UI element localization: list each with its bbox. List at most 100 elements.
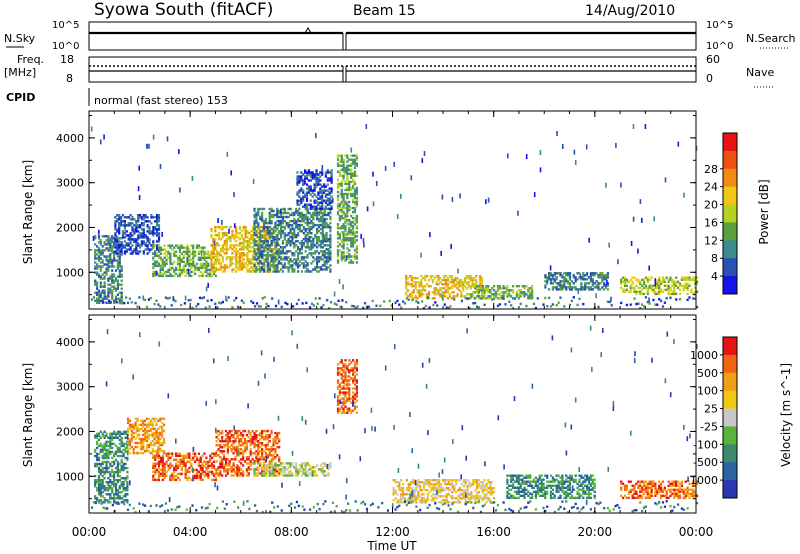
scatter-cell: [281, 264, 284, 267]
scatter-cell: [348, 180, 351, 184]
scatter-cell: [682, 288, 685, 291]
scatter-cell: [261, 434, 264, 437]
ground-cell: [263, 296, 266, 299]
scatter-cell: [212, 244, 215, 247]
scatter-cell: [223, 270, 226, 273]
scatter-cell: [154, 478, 157, 482]
scatter-cell: [262, 270, 266, 273]
ground-cell: [164, 296, 168, 299]
sparse-echo: [429, 232, 431, 238]
scatter-cell: [94, 279, 97, 282]
scatter-cell: [305, 191, 309, 194]
scatter-cell: [298, 260, 302, 263]
scatter-cell: [327, 254, 330, 257]
sparse-echo: [360, 233, 362, 239]
ground-cell: [145, 305, 149, 309]
scatter-cell: [238, 244, 242, 247]
scatter-cell: [101, 235, 104, 238]
scatter-cell: [293, 246, 296, 249]
scatter-cell: [261, 262, 264, 265]
scatter-cell: [463, 285, 467, 288]
sparse-echo: [228, 228, 230, 234]
scatter-cell: [125, 244, 128, 247]
scatter-cell: [264, 454, 267, 457]
ground-cell: [364, 302, 367, 305]
scatter-cell: [344, 229, 347, 232]
scatter-cell: [163, 429, 166, 433]
scatter-cell: [265, 248, 268, 251]
scatter-cell: [330, 189, 333, 192]
scatter-cell: [212, 256, 215, 259]
scatter-cell: [118, 275, 121, 278]
scatter-cell: [317, 256, 321, 259]
scatter-cell: [107, 485, 110, 488]
scatter-cell: [182, 256, 185, 259]
scatter-cell: [456, 281, 459, 284]
scatter-cell: [295, 207, 298, 211]
ground-cell: [576, 303, 579, 307]
scatter-cell: [521, 293, 524, 296]
scatter-cell: [350, 237, 353, 240]
scatter-cell: [248, 242, 251, 245]
scatter-cell: [118, 446, 121, 450]
scatter-cell: [123, 236, 126, 239]
scatter-cell: [146, 252, 149, 255]
scatter-cell: [149, 451, 152, 455]
scatter-cell: [146, 248, 149, 251]
scatter-cell: [591, 280, 594, 283]
scatter-cell: [136, 417, 139, 420]
scatter-cell: [353, 255, 357, 258]
scatter-cell: [194, 474, 197, 478]
scatter-cell: [116, 474, 119, 478]
scatter-cell: [257, 211, 260, 215]
scatter-cell: [207, 460, 210, 463]
scatter-cell: [94, 253, 97, 256]
scatter-cell: [443, 287, 446, 290]
scatter-cell: [340, 196, 343, 200]
scatter-cell: [132, 451, 135, 455]
scatter-cell: [238, 454, 241, 457]
scatter-cell: [266, 221, 269, 225]
scatter-cell: [276, 223, 279, 227]
scatter-cell: [570, 280, 573, 283]
scatter-cell: [207, 264, 210, 268]
scatter-cell: [353, 210, 357, 214]
scatter-cell: [355, 204, 358, 208]
scatter-cell: [348, 239, 351, 242]
ground-cell: [472, 302, 475, 305]
scatter-cell: [418, 285, 421, 288]
ground-cell: [233, 299, 236, 302]
scatter-cell: [97, 499, 101, 502]
scatter-cell: [319, 195, 322, 198]
ground-cell: [405, 297, 408, 300]
scatter-cell: [353, 237, 357, 240]
scatter-cell: [113, 251, 116, 254]
scatter-cell: [336, 194, 340, 198]
scatter-cell: [137, 238, 140, 241]
scatter-cell: [214, 274, 217, 278]
ground-cell: [367, 305, 370, 308]
scatter-cell: [182, 266, 185, 270]
scatter-cell: [180, 460, 183, 463]
scatter-cell: [418, 289, 421, 292]
scatter-cell: [114, 228, 117, 231]
scatter-cell: [129, 234, 132, 237]
scatter-cell: [123, 224, 126, 227]
scatter-cell: [103, 456, 106, 460]
scatter-cell: [221, 234, 224, 237]
scatter-cell: [99, 283, 102, 286]
scatter-cell: [416, 289, 419, 292]
scatter-cell: [116, 259, 119, 262]
scatter-cell: [171, 476, 174, 480]
scatter-cell: [195, 268, 199, 272]
scatter-cell: [109, 289, 112, 292]
scatter-cell: [118, 251, 121, 254]
scatter-cell: [589, 274, 592, 277]
scatter-cell: [152, 274, 155, 278]
scatter-cell: [348, 249, 351, 252]
scatter-cell: [340, 253, 343, 256]
scatter-cell: [145, 439, 149, 443]
scatter-cell: [648, 278, 651, 281]
scatter-cell: [155, 423, 158, 426]
scatter-cell: [212, 250, 215, 253]
